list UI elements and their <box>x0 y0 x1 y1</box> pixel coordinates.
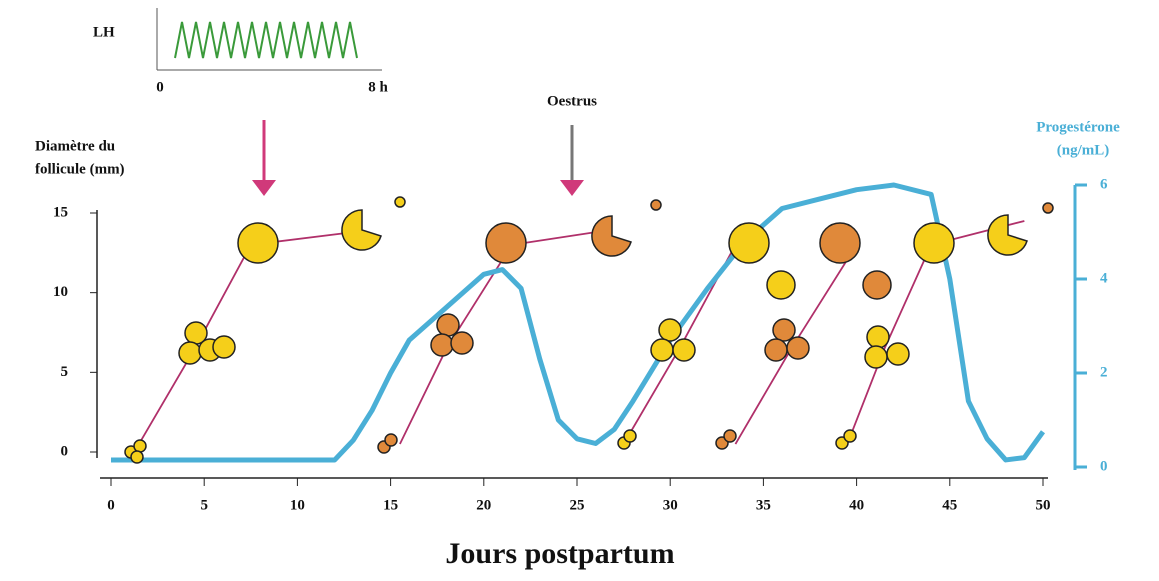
follicle-line <box>846 220 1025 445</box>
y-label: follicule (mm) <box>35 161 125 177</box>
x-tick-label: 15 <box>383 497 398 513</box>
x-tick-label: 20 <box>476 497 491 513</box>
arrow-head <box>252 180 276 196</box>
y2-label: Progestérone <box>1036 119 1120 135</box>
y2-tick-label: 4 <box>1100 270 1108 286</box>
follicles <box>124 196 1054 464</box>
y2-tick-label: 0 <box>1100 458 1108 474</box>
inset-tick-label: 8 h <box>368 79 388 95</box>
y-tick-label: 0 <box>61 443 69 459</box>
y-tick-label: 10 <box>53 284 68 300</box>
progesterone-line <box>111 182 1046 463</box>
x-tick-label: 10 <box>290 497 305 513</box>
follicle-line <box>399 231 596 445</box>
y2-tick-label: 2 <box>1100 364 1108 380</box>
x-tick-label: 0 <box>107 497 115 513</box>
x-tick-label: 40 <box>849 497 864 513</box>
y-tick-label: 15 <box>53 204 68 220</box>
follicle-line <box>138 231 354 445</box>
inset-label: LH <box>93 24 115 40</box>
x-tick-label: 30 <box>663 497 678 513</box>
x-tick-label: 5 <box>200 497 208 513</box>
y2-label: (ng/mL) <box>1057 142 1110 158</box>
y-tick-label: 5 <box>61 364 69 380</box>
y-label: Diamètre du <box>35 138 115 154</box>
x-tick-label: 35 <box>756 497 771 513</box>
y2-tick-label: 6 <box>1100 176 1108 192</box>
x-label: Jours postpartum <box>445 537 674 570</box>
x-tick-label: 25 <box>570 497 585 513</box>
annotation: Oestrus <box>547 93 597 109</box>
arrow-head <box>560 180 584 196</box>
lh-pulse <box>174 21 358 59</box>
x-tick-label: 45 <box>942 497 957 513</box>
x-tick-label: 50 <box>1036 497 1051 513</box>
inset-tick-label: 0 <box>156 79 164 95</box>
